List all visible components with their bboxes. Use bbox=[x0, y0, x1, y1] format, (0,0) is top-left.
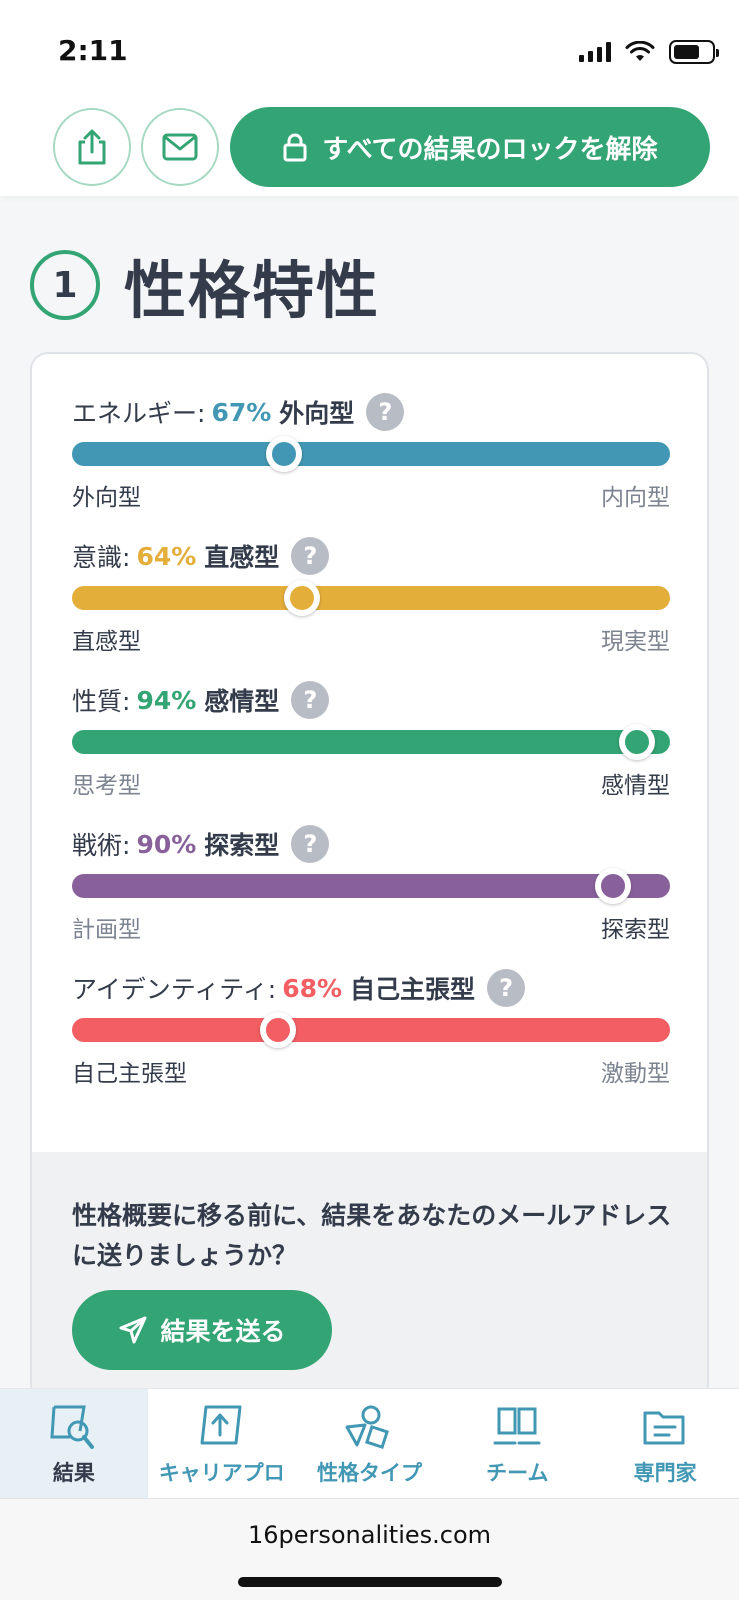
trait-ends: 計画型 探索型 bbox=[72, 910, 670, 944]
nav-item-career[interactable]: キャリアプロ bbox=[148, 1389, 296, 1499]
trait-marker bbox=[266, 436, 303, 472]
trait-right-label: 現実型 bbox=[601, 629, 670, 655]
trait-left-label: 計画型 bbox=[72, 917, 141, 943]
trait-percent: 68% bbox=[282, 973, 343, 1003]
trait-category: アイデンティティ: bbox=[72, 975, 277, 1004]
nav-item-experts[interactable]: 専門家 bbox=[591, 1389, 739, 1499]
share-button[interactable] bbox=[53, 108, 131, 186]
signal-icon bbox=[579, 42, 611, 62]
section-heading: 1 性格特性 bbox=[30, 240, 380, 330]
results-icon bbox=[50, 1405, 94, 1449]
trait-row: 意識: 64% 直感型? 直感型 現実型 bbox=[72, 536, 670, 655]
trait-percent: 64% bbox=[136, 541, 197, 571]
traits-card: エネルギー: 67% 外向型? 外向型 内向型 意識: 64% 直感型? 直感型 現実型 性質: 94… bbox=[30, 352, 709, 1402]
trait-ends: 思考型 感情型 bbox=[72, 766, 670, 800]
trait-label: 戦術: 90% 探索型? bbox=[72, 824, 670, 864]
send-icon bbox=[119, 1316, 147, 1344]
browser-url-bar: 16personalities.com bbox=[0, 1498, 739, 1600]
trait-ends: 直感型 現実型 bbox=[72, 622, 670, 656]
status-time: 2:11 bbox=[58, 34, 128, 67]
trait-label: エネルギー: 67% 外向型? bbox=[72, 392, 670, 432]
nav-label: キャリアプロ bbox=[158, 1461, 285, 1485]
trait-type: 感情型 bbox=[204, 687, 280, 716]
battery-icon bbox=[669, 40, 719, 64]
email-prompt-text: 性格概要に移る前に、結果をあなたのメールアドレスに送りましょうか？ bbox=[72, 1201, 672, 1270]
team-icon bbox=[493, 1407, 541, 1445]
help-icon[interactable]: ? bbox=[291, 825, 330, 863]
trait-ends: 自己主張型 激動型 bbox=[72, 1054, 670, 1088]
trait-marker bbox=[284, 580, 321, 616]
section-title: 性格特性 bbox=[124, 254, 381, 327]
trait-left-label: 思考型 bbox=[72, 773, 141, 799]
trait-percent: 90% bbox=[136, 829, 197, 859]
trait-row: エネルギー: 67% 外向型? 外向型 内向型 bbox=[72, 392, 670, 511]
nav-label: 結果 bbox=[52, 1461, 95, 1485]
trait-row: アイデンティティ: 68% 自己主張型? 自己主張型 激動型 bbox=[72, 968, 670, 1087]
trait-category: 意識: bbox=[72, 543, 131, 572]
help-icon[interactable]: ? bbox=[487, 969, 526, 1007]
nav-label: チーム bbox=[486, 1461, 549, 1485]
trait-percent: 67% bbox=[211, 397, 272, 427]
lock-icon bbox=[283, 133, 307, 162]
trait-row: 戦術: 90% 探索型? 計画型 探索型 bbox=[72, 824, 670, 943]
status-bar: 2:11 bbox=[0, 0, 739, 100]
trait-type: 自己主張型 bbox=[350, 975, 476, 1004]
types-icon bbox=[345, 1405, 390, 1449]
experts-icon bbox=[643, 1411, 685, 1445]
trait-label: 性質: 94% 感情型? bbox=[72, 680, 670, 720]
help-icon[interactable]: ? bbox=[291, 681, 330, 719]
nav-label: 専門家 bbox=[633, 1461, 697, 1485]
trait-bar bbox=[72, 580, 670, 616]
trait-right-label: 感情型 bbox=[601, 773, 670, 799]
action-bar: すべての結果のロックを解除 bbox=[0, 100, 739, 196]
trait-bar bbox=[72, 1012, 670, 1048]
trait-right-label: 内向型 bbox=[601, 485, 670, 511]
unlock-label: すべての結果のロックを解除 bbox=[322, 134, 658, 165]
trait-marker bbox=[595, 868, 632, 904]
bottom-nav: 結果 キャリアプロ 性格タイプ チーム 専門家 bbox=[0, 1388, 739, 1499]
nav-item-types[interactable]: 性格タイプ bbox=[296, 1389, 444, 1499]
trait-label: アイデンティティ: 68% 自己主張型? bbox=[72, 968, 670, 1008]
nav-item-team[interactable]: チーム bbox=[443, 1389, 591, 1499]
nav-label: 性格タイプ bbox=[316, 1461, 422, 1485]
status-icons bbox=[579, 40, 719, 64]
trait-bar bbox=[72, 436, 670, 472]
trait-left-label: 直感型 bbox=[72, 629, 141, 655]
email-button[interactable] bbox=[141, 108, 219, 186]
trait-right-label: 激動型 bbox=[601, 1061, 670, 1087]
trait-bar bbox=[72, 868, 670, 904]
url-text[interactable]: 16personalities.com bbox=[247, 1521, 492, 1549]
wifi-icon bbox=[625, 41, 655, 61]
mail-icon bbox=[162, 133, 198, 161]
trait-category: エネルギー: bbox=[72, 399, 206, 428]
trait-left-label: 自己主張型 bbox=[72, 1061, 187, 1087]
email-prompt: 性格概要に移る前に、結果をあなたのメールアドレスに送りましょうか？ 結果を送る bbox=[32, 1152, 707, 1400]
trait-type: 直感型 bbox=[204, 543, 280, 572]
send-results-label: 結果を送る bbox=[160, 1317, 286, 1346]
unlock-results-button[interactable]: すべての結果のロックを解除 bbox=[230, 107, 710, 187]
trait-left-label: 外向型 bbox=[72, 485, 141, 511]
trait-type: 探索型 bbox=[204, 831, 280, 860]
trait-ends: 外向型 内向型 bbox=[72, 478, 670, 512]
nav-item-results[interactable]: 結果 bbox=[0, 1389, 148, 1499]
trait-marker bbox=[619, 724, 656, 760]
help-icon[interactable]: ? bbox=[291, 537, 330, 575]
trait-right-label: 探索型 bbox=[601, 917, 670, 943]
trait-label: 意識: 64% 直感型? bbox=[72, 536, 670, 576]
trait-bar bbox=[72, 724, 670, 760]
trait-category: 戦術: bbox=[72, 831, 131, 860]
career-icon bbox=[200, 1405, 242, 1445]
help-icon[interactable]: ? bbox=[366, 393, 405, 431]
share-icon bbox=[78, 129, 106, 165]
trait-category: 性質: bbox=[72, 687, 131, 716]
section-number: 1 bbox=[30, 250, 100, 320]
trait-type: 外向型 bbox=[279, 399, 355, 428]
send-results-button[interactable]: 結果を送る bbox=[72, 1290, 332, 1370]
trait-marker bbox=[260, 1012, 297, 1048]
home-indicator[interactable] bbox=[238, 1577, 502, 1587]
trait-row: 性質: 94% 感情型? 思考型 感情型 bbox=[72, 680, 670, 799]
trait-percent: 94% bbox=[136, 685, 197, 715]
